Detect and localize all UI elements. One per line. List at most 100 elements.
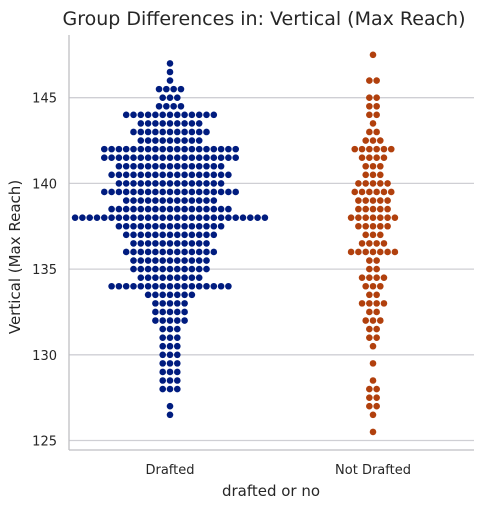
swarm-point <box>362 206 369 213</box>
swarm-point <box>381 240 388 247</box>
swarm-point <box>377 283 384 290</box>
swarm-point <box>152 232 159 239</box>
swarm-point <box>130 206 137 213</box>
swarm-point <box>203 180 210 187</box>
swarm-point <box>167 257 174 264</box>
swarm-point <box>232 154 239 161</box>
swarm-point <box>362 137 369 144</box>
swarm-point <box>138 257 145 264</box>
swarm-point <box>152 249 159 256</box>
swarm-point <box>101 154 108 161</box>
swarm-point <box>203 129 210 136</box>
swarm-point <box>203 154 210 161</box>
swarm-point <box>138 232 145 239</box>
swarm-point <box>373 300 380 307</box>
swarm-point <box>384 197 391 204</box>
swarm-point <box>366 189 373 196</box>
swarm-point <box>145 232 152 239</box>
swarm-point <box>211 112 218 119</box>
swarm-point <box>203 240 210 247</box>
swarm-point <box>348 214 355 221</box>
swarm-point <box>145 283 152 290</box>
swarm-point <box>159 343 166 350</box>
swarm-point <box>116 214 123 221</box>
swarm-point <box>196 249 203 256</box>
swarm-point <box>218 154 225 161</box>
swarm-point <box>123 112 130 119</box>
swarm-point <box>359 240 366 247</box>
swarm-point <box>211 154 218 161</box>
swarm-point <box>232 189 239 196</box>
swarm-point <box>152 120 159 127</box>
swarm-point <box>218 163 225 170</box>
swarm-point <box>123 214 130 221</box>
swarm-point <box>152 283 159 290</box>
swarm-point <box>159 154 166 161</box>
swarm-point <box>123 154 130 161</box>
swarm-point <box>174 266 181 273</box>
swarm-point <box>203 232 210 239</box>
swarm-point <box>130 266 137 273</box>
swarm-point <box>138 129 145 136</box>
swarm-point <box>196 172 203 179</box>
swarm-point <box>359 189 366 196</box>
swarm-point <box>189 206 196 213</box>
swarm-point <box>196 163 203 170</box>
swarm-point <box>370 232 377 239</box>
swarm-point <box>211 214 218 221</box>
x-tick-drafted: Drafted <box>145 463 194 478</box>
swarm-point <box>211 189 218 196</box>
swarm-point <box>196 154 203 161</box>
swarm-point <box>232 146 239 153</box>
swarm-point <box>167 352 174 359</box>
swarm-point <box>130 232 137 239</box>
swarm-point <box>218 189 225 196</box>
swarm-point <box>174 206 181 213</box>
swarm-point <box>167 317 174 324</box>
swarm-point <box>370 206 377 213</box>
swarm-point <box>362 283 369 290</box>
swarm-point <box>362 197 369 204</box>
swarm-point <box>355 223 362 230</box>
swarm-point <box>116 180 123 187</box>
swarm-point <box>159 129 166 136</box>
swarm-point <box>373 386 380 393</box>
swarm-point <box>181 154 188 161</box>
swarm-point <box>167 334 174 341</box>
swarm-point <box>159 214 166 221</box>
swarm-point <box>123 163 130 170</box>
swarm-point <box>355 206 362 213</box>
swarm-point <box>138 137 145 144</box>
swarm-point <box>370 317 377 324</box>
swarm-point <box>167 189 174 196</box>
swarm-point <box>178 103 185 110</box>
swarm-point <box>159 309 166 316</box>
swarm-point <box>203 249 210 256</box>
swarm-point <box>362 317 369 324</box>
chart-title: Group Differences in: Vertical (Max Reac… <box>62 8 465 30</box>
swarm-point <box>145 154 152 161</box>
swarm-point <box>145 120 152 127</box>
gridlines <box>69 98 474 441</box>
swarm-point <box>373 403 380 410</box>
swarm-point <box>196 257 203 264</box>
swarm-point <box>362 180 369 187</box>
swarm-point <box>181 292 188 299</box>
swarm-point <box>181 120 188 127</box>
swarm-point <box>130 189 137 196</box>
swarm-point <box>174 189 181 196</box>
swarm-point <box>130 146 137 153</box>
swarm-point <box>145 257 152 264</box>
swarm-point <box>159 377 166 384</box>
swarm-point <box>370 223 377 230</box>
swarm-point <box>138 266 145 273</box>
y-tick-125: 125 <box>32 435 57 450</box>
swarm-point <box>130 180 137 187</box>
swarm-point <box>373 292 380 299</box>
swarm-point <box>366 386 373 393</box>
swarm-point <box>138 112 145 119</box>
swarm-point <box>159 266 166 273</box>
swarm-point <box>159 283 166 290</box>
swarm-point <box>159 189 166 196</box>
